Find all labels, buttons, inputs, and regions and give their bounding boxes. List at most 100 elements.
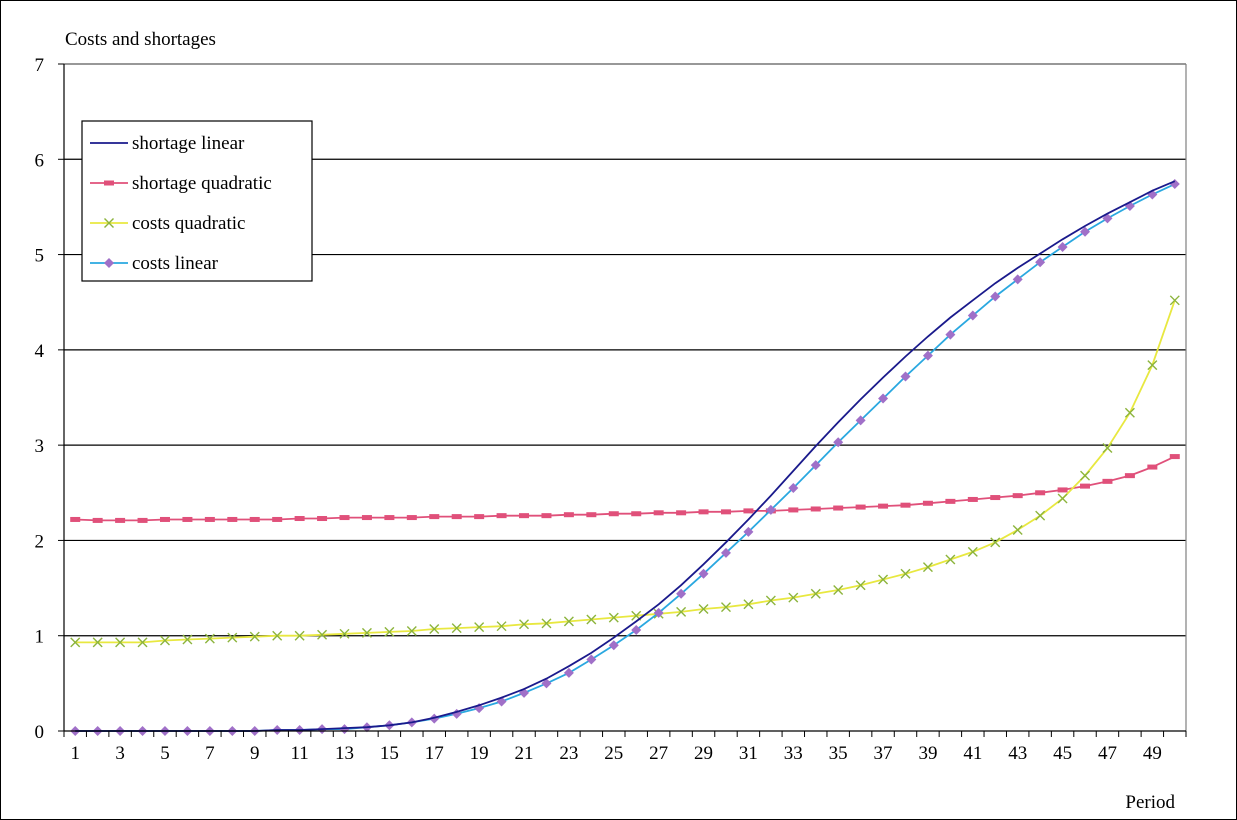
data-point xyxy=(159,635,170,646)
data-point xyxy=(586,512,597,518)
data-point-stroke xyxy=(878,574,889,585)
data-point-stroke xyxy=(922,562,933,573)
data-point xyxy=(990,495,1001,501)
data-point xyxy=(1080,470,1091,481)
data-point xyxy=(384,515,395,521)
data-point-stroke xyxy=(631,610,642,621)
x-tick-label: 5 xyxy=(160,743,170,764)
data-point xyxy=(429,514,440,520)
data-point xyxy=(1012,524,1023,535)
data-point xyxy=(227,516,238,522)
data-point-stroke xyxy=(608,612,619,623)
data-point-stroke xyxy=(810,588,821,599)
plot-area xyxy=(64,63,1187,731)
data-point-stroke xyxy=(1012,524,1023,535)
data-point xyxy=(294,516,305,522)
data-point xyxy=(563,667,574,678)
x-tick-label: 25 xyxy=(604,743,623,764)
data-point-stroke xyxy=(384,626,395,637)
data-point xyxy=(743,526,754,537)
data-point xyxy=(317,629,328,640)
data-point xyxy=(720,509,731,515)
data-point xyxy=(204,633,215,644)
data-point xyxy=(204,516,215,522)
data-point-stroke xyxy=(204,633,215,644)
data-point-stroke xyxy=(833,584,844,595)
data-point xyxy=(900,568,911,579)
data-point xyxy=(294,630,305,641)
data-point-stroke xyxy=(137,637,148,648)
data-point xyxy=(788,592,799,603)
data-point xyxy=(676,606,687,617)
data-point xyxy=(137,637,148,648)
data-point-stroke xyxy=(406,625,417,636)
x-tick-label: 43 xyxy=(1008,743,1027,764)
data-point xyxy=(115,517,126,523)
x-tick-label: 9 xyxy=(250,743,260,764)
data-point xyxy=(1035,510,1046,521)
data-point xyxy=(922,500,933,506)
x-tick-label: 23 xyxy=(559,743,578,764)
data-point xyxy=(474,514,485,520)
legend-item: costs quadratic xyxy=(90,213,245,234)
data-point xyxy=(855,415,866,426)
data-point-stroke xyxy=(1102,443,1113,453)
data-point xyxy=(1102,478,1113,484)
data-point xyxy=(1169,179,1180,190)
y-axis-label: Costs and shortages xyxy=(65,29,216,50)
legend-label: costs quadratic xyxy=(132,213,245,234)
legend-item: shortage linear xyxy=(90,133,245,154)
data-point xyxy=(1169,295,1180,306)
data-point-stroke xyxy=(429,624,440,635)
series-line xyxy=(75,300,1176,644)
data-point xyxy=(1124,473,1135,479)
data-point xyxy=(361,515,372,521)
legend-label: shortage quadratic xyxy=(132,173,272,194)
data-point-stroke xyxy=(967,546,978,557)
data-point xyxy=(990,537,1001,548)
data-point xyxy=(720,602,731,613)
data-point xyxy=(900,371,911,382)
data-point xyxy=(541,618,552,629)
data-point-stroke xyxy=(676,606,687,617)
data-point xyxy=(1057,487,1068,493)
data-point xyxy=(1080,226,1091,237)
data-point xyxy=(1012,274,1023,285)
data-point xyxy=(137,517,148,523)
x-tick-label: 7 xyxy=(205,743,215,764)
series-layer xyxy=(70,179,1180,736)
data-point xyxy=(788,483,799,494)
data-point xyxy=(833,584,844,595)
data-point xyxy=(1035,257,1046,268)
data-point xyxy=(945,554,956,565)
legend: shortage linear shortage quadratic costs q… xyxy=(81,120,313,282)
data-point xyxy=(406,625,417,636)
data-point xyxy=(743,599,754,610)
y-tick-label: 6 xyxy=(35,150,45,171)
data-point xyxy=(104,218,114,228)
data-point xyxy=(855,504,866,510)
data-point xyxy=(227,632,238,643)
y-tick-label: 0 xyxy=(35,722,45,743)
data-point xyxy=(339,515,350,521)
x-tick-label: 49 xyxy=(1143,743,1162,764)
data-point-stroke xyxy=(990,537,1001,548)
data-point xyxy=(317,516,328,522)
x-tick-label: 41 xyxy=(963,743,982,764)
data-point xyxy=(631,511,642,517)
data-point xyxy=(833,437,844,448)
x-axis-label: Period xyxy=(1125,792,1175,813)
x-tick-label: 21 xyxy=(515,743,534,764)
x-tick-label: 19 xyxy=(470,743,489,764)
y-tick-label: 4 xyxy=(35,341,45,362)
data-point-stroke xyxy=(361,627,372,638)
data-point-stroke xyxy=(115,637,126,648)
x-tick-label: 15 xyxy=(380,743,399,764)
data-point xyxy=(653,607,664,618)
data-point xyxy=(384,626,395,637)
legend-item: costs linear xyxy=(90,253,219,274)
data-point-stroke xyxy=(743,599,754,610)
data-point xyxy=(519,619,530,630)
y-tick-label: 7 xyxy=(35,55,45,76)
